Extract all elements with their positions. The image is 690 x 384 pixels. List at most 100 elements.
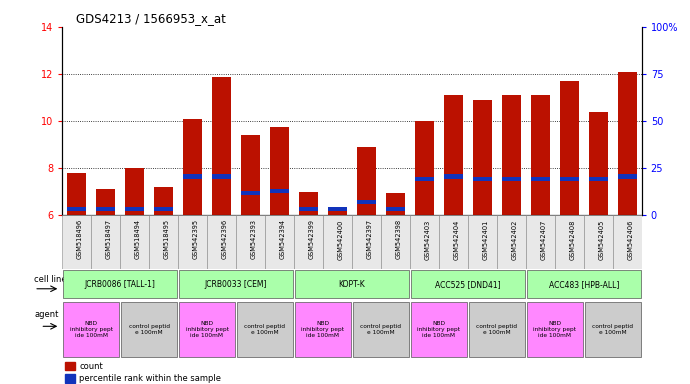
Text: GSM542396: GSM542396 <box>221 219 228 260</box>
Text: GSM518494: GSM518494 <box>135 219 141 260</box>
Text: GSM542402: GSM542402 <box>511 219 518 260</box>
Bar <box>67 173 86 215</box>
Bar <box>560 177 579 181</box>
Text: NBD
inhibitory pept
ide 100mM: NBD inhibitory pept ide 100mM <box>70 321 112 338</box>
Bar <box>237 302 293 357</box>
Bar <box>212 78 231 215</box>
Bar <box>555 215 584 269</box>
Bar <box>62 215 91 269</box>
Bar <box>531 95 550 215</box>
Bar <box>294 215 323 269</box>
Text: GSM542399: GSM542399 <box>308 219 315 259</box>
Bar <box>179 270 293 298</box>
Bar <box>469 302 525 357</box>
Bar <box>444 95 463 215</box>
Text: ACC525 [DND41]: ACC525 [DND41] <box>435 280 501 289</box>
Bar <box>63 270 177 298</box>
Bar <box>411 270 525 298</box>
Bar <box>63 302 119 357</box>
Text: GSM542401: GSM542401 <box>482 219 489 260</box>
Bar <box>589 112 608 215</box>
Bar <box>444 174 463 179</box>
Bar <box>410 215 439 269</box>
Text: GSM542407: GSM542407 <box>540 219 546 260</box>
Bar <box>328 207 347 211</box>
Bar <box>91 215 120 269</box>
Text: control peptid
e 100mM: control peptid e 100mM <box>360 324 402 335</box>
Text: GSM542405: GSM542405 <box>598 219 604 260</box>
Bar <box>65 362 75 370</box>
Bar <box>328 210 347 215</box>
Bar <box>295 302 351 357</box>
Bar <box>154 187 173 215</box>
Bar <box>473 177 492 181</box>
Bar <box>183 119 202 215</box>
Bar <box>120 215 149 269</box>
Bar <box>125 168 144 215</box>
Text: control peptid
e 100mM: control peptid e 100mM <box>244 324 286 335</box>
Text: GSM518496: GSM518496 <box>77 219 83 260</box>
Bar <box>212 174 231 179</box>
Text: GSM542394: GSM542394 <box>279 219 286 260</box>
Bar <box>295 270 409 298</box>
Text: NBD
inhibitory pept
ide 100mM: NBD inhibitory pept ide 100mM <box>417 321 460 338</box>
Bar <box>270 189 289 194</box>
Bar <box>584 215 613 269</box>
Bar <box>179 302 235 357</box>
Text: GSM542395: GSM542395 <box>193 219 199 260</box>
Bar <box>353 302 409 357</box>
Text: control peptid
e 100mM: control peptid e 100mM <box>592 324 633 335</box>
Text: GSM542408: GSM542408 <box>569 219 575 260</box>
Text: ACC483 [HPB-ALL]: ACC483 [HPB-ALL] <box>549 280 619 289</box>
Bar <box>96 207 115 211</box>
Text: GSM542403: GSM542403 <box>424 219 431 260</box>
Bar <box>497 215 526 269</box>
Bar <box>207 215 236 269</box>
Bar <box>357 200 376 204</box>
Text: NBD
inhibitory pept
ide 100mM: NBD inhibitory pept ide 100mM <box>302 321 344 338</box>
Bar <box>618 71 637 215</box>
Bar <box>439 215 468 269</box>
Text: GSM542404: GSM542404 <box>453 219 460 260</box>
Bar <box>299 192 318 215</box>
Text: percentile rank within the sample: percentile rank within the sample <box>79 374 221 383</box>
Text: control peptid
e 100mM: control peptid e 100mM <box>476 324 518 335</box>
Text: GSM518495: GSM518495 <box>164 219 170 260</box>
Bar <box>589 177 608 181</box>
Bar <box>381 215 410 269</box>
Bar <box>241 135 260 215</box>
Bar <box>618 174 637 179</box>
Text: GSM542398: GSM542398 <box>395 219 402 260</box>
Bar <box>357 147 376 215</box>
Bar <box>265 215 294 269</box>
Bar <box>560 81 579 215</box>
Text: GSM542393: GSM542393 <box>250 219 257 259</box>
Bar <box>584 302 641 357</box>
Text: agent: agent <box>34 310 59 319</box>
Bar <box>386 207 405 211</box>
Text: GSM518497: GSM518497 <box>106 219 112 260</box>
Bar <box>323 215 352 269</box>
Bar <box>468 215 497 269</box>
Bar <box>415 177 434 181</box>
Bar <box>613 215 642 269</box>
Text: KOPT-K: KOPT-K <box>339 280 365 289</box>
Text: GDS4213 / 1566953_x_at: GDS4213 / 1566953_x_at <box>76 12 226 25</box>
Text: JCRB0033 [CEM]: JCRB0033 [CEM] <box>205 280 267 289</box>
Bar <box>526 270 641 298</box>
Bar <box>526 215 555 269</box>
Bar <box>65 374 75 383</box>
Bar <box>121 302 177 357</box>
Bar <box>411 302 467 357</box>
Bar <box>526 302 583 357</box>
Bar <box>154 207 173 211</box>
Text: NBD
inhibitory pept
ide 100mM: NBD inhibitory pept ide 100mM <box>186 321 228 338</box>
Bar <box>299 207 318 211</box>
Text: NBD
inhibitory pept
ide 100mM: NBD inhibitory pept ide 100mM <box>533 321 576 338</box>
Text: GSM542400: GSM542400 <box>337 219 344 260</box>
Text: GSM542406: GSM542406 <box>627 219 633 260</box>
Bar <box>386 193 405 215</box>
Bar <box>125 207 144 211</box>
Bar <box>241 191 260 195</box>
Bar <box>149 215 178 269</box>
